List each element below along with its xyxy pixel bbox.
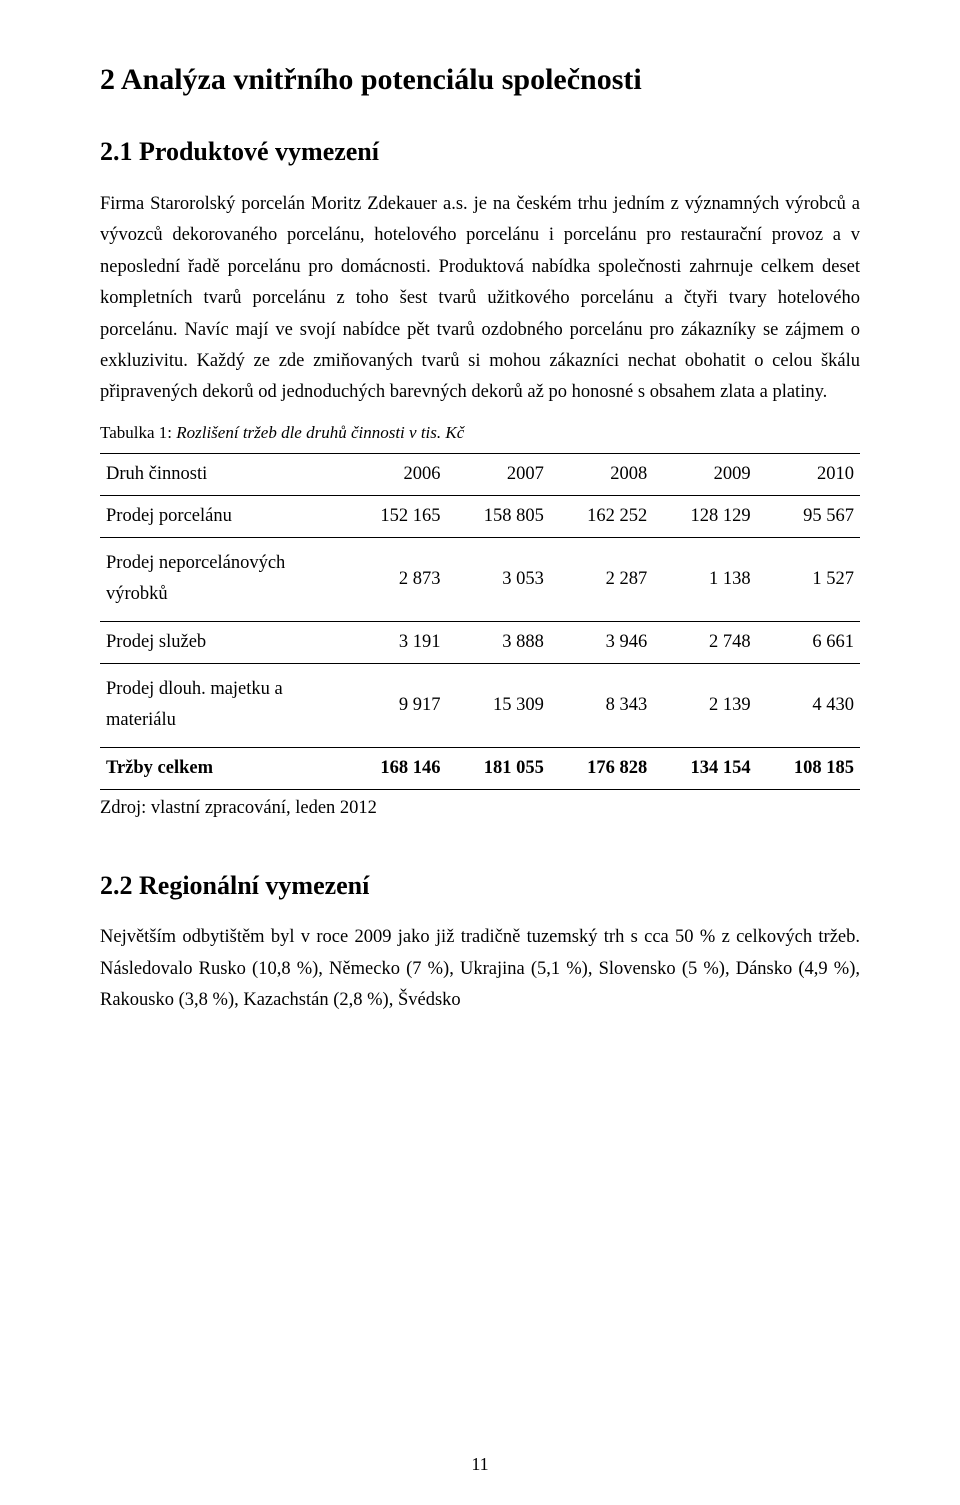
col-header-2006: 2006 [343, 453, 446, 495]
total-cell: 108 185 [757, 747, 860, 789]
row-cell: 1 138 [653, 537, 756, 621]
row-cell: 3 946 [550, 621, 653, 663]
subsection-2-1-title: 2.1 Produktové vymezení [100, 135, 860, 169]
table-header-row: Druh činnosti 2006 2007 2008 2009 2010 [100, 453, 860, 495]
row-cell: 4 430 [757, 663, 860, 747]
row-label: Prodej služeb [100, 621, 343, 663]
row-cell: 8 343 [550, 663, 653, 747]
row-cell: 152 165 [343, 495, 446, 537]
row-cell: 158 805 [447, 495, 550, 537]
row-cell: 3 888 [447, 621, 550, 663]
total-label: Tržby celkem [100, 747, 343, 789]
paragraph-2-1: Firma Starorolský porcelán Moritz Zdekau… [100, 189, 860, 409]
row-cell: 3 191 [343, 621, 446, 663]
row-cell: 9 917 [343, 663, 446, 747]
page-number: 11 [0, 1454, 960, 1475]
table-row: Prodej služeb3 1913 8883 9462 7486 661 [100, 621, 860, 663]
row-cell: 2 873 [343, 537, 446, 621]
total-cell: 168 146 [343, 747, 446, 789]
row-cell: 95 567 [757, 495, 860, 537]
row-label: Prodej neporcelánových výrobků [100, 537, 343, 621]
paragraph-2-2: Největším odbytištěm byl v roce 2009 jak… [100, 922, 860, 1016]
page: 2 Analýza vnitřního potenciálu společnos… [0, 0, 960, 1505]
row-label: Prodej porcelánu [100, 495, 343, 537]
col-header-activity: Druh činnosti [100, 453, 343, 495]
table-caption-label: Tabulka 1: [100, 423, 176, 442]
table-caption: Tabulka 1: Rozlišení tržeb dle druhů čin… [100, 423, 860, 443]
col-header-2008: 2008 [550, 453, 653, 495]
table-total-row: Tržby celkem168 146181 055176 828134 154… [100, 747, 860, 789]
table-source: Zdroj: vlastní zpracování, leden 2012 [100, 798, 860, 819]
col-header-2009: 2009 [653, 453, 756, 495]
section-title: 2 Analýza vnitřního potenciálu společnos… [100, 60, 860, 99]
col-header-2010: 2010 [757, 453, 860, 495]
row-cell: 162 252 [550, 495, 653, 537]
col-header-2007: 2007 [447, 453, 550, 495]
row-cell: 1 527 [757, 537, 860, 621]
revenue-table: Druh činnosti 2006 2007 2008 2009 2010 P… [100, 453, 860, 790]
total-cell: 181 055 [447, 747, 550, 789]
total-cell: 176 828 [550, 747, 653, 789]
row-cell: 3 053 [447, 537, 550, 621]
row-cell: 2 748 [653, 621, 756, 663]
row-cell: 128 129 [653, 495, 756, 537]
table-row: Prodej porcelánu152 165158 805162 252128… [100, 495, 860, 537]
table-row: Prodej neporcelánových výrobků2 8733 053… [100, 537, 860, 621]
row-cell: 2 287 [550, 537, 653, 621]
subsection-2-2-title: 2.2 Regionální vymezení [100, 869, 860, 903]
row-cell: 15 309 [447, 663, 550, 747]
table-caption-italic: Rozlišení tržeb dle druhů činnosti v tis… [176, 423, 464, 442]
row-label: Prodej dlouh. majetku a materiálu [100, 663, 343, 747]
row-cell: 6 661 [757, 621, 860, 663]
row-cell: 2 139 [653, 663, 756, 747]
total-cell: 134 154 [653, 747, 756, 789]
table-body: Prodej porcelánu152 165158 805162 252128… [100, 495, 860, 789]
table-row: Prodej dlouh. majetku a materiálu9 91715… [100, 663, 860, 747]
